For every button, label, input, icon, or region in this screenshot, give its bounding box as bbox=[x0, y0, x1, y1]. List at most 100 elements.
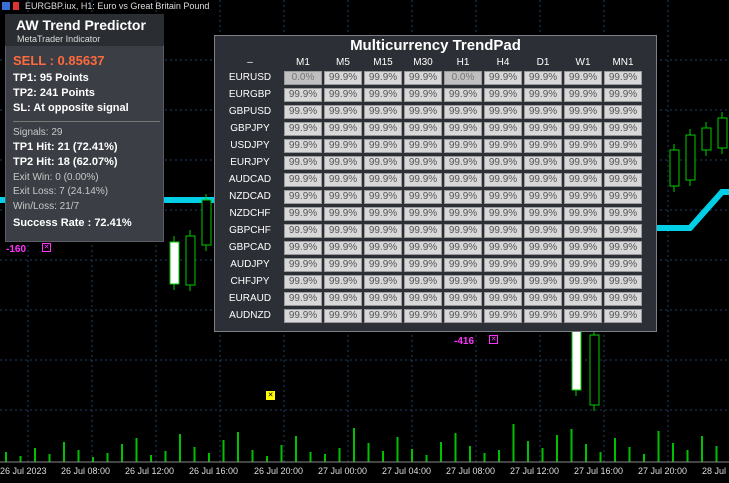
trend-cell[interactable]: 99.9% bbox=[404, 156, 442, 170]
trend-cell[interactable]: 99.9% bbox=[604, 292, 642, 306]
trend-cell[interactable]: 99.9% bbox=[444, 292, 482, 306]
trend-cell[interactable]: 99.9% bbox=[484, 224, 522, 238]
trend-cell[interactable]: 99.9% bbox=[484, 207, 522, 221]
trend-cell[interactable]: 99.9% bbox=[524, 156, 562, 170]
trend-cell[interactable]: 99.9% bbox=[604, 309, 642, 323]
trend-cell[interactable]: 99.9% bbox=[284, 190, 322, 204]
trend-cell[interactable]: 99.9% bbox=[324, 156, 362, 170]
trend-cell[interactable]: 99.9% bbox=[364, 173, 402, 187]
pair-label[interactable]: AUDJPY bbox=[230, 259, 270, 270]
trend-cell[interactable]: 99.9% bbox=[284, 173, 322, 187]
trend-cell[interactable]: 99.9% bbox=[524, 173, 562, 187]
trend-cell[interactable]: 99.9% bbox=[284, 88, 322, 102]
trend-cell[interactable]: 99.9% bbox=[524, 88, 562, 102]
trend-cell[interactable]: 99.9% bbox=[444, 190, 482, 204]
trend-cell[interactable]: 99.9% bbox=[604, 139, 642, 153]
trend-cell[interactable]: 99.9% bbox=[564, 156, 602, 170]
trend-cell[interactable]: 99.9% bbox=[404, 309, 442, 323]
trend-cell[interactable]: 99.9% bbox=[604, 207, 642, 221]
trend-cell[interactable]: 99.9% bbox=[284, 241, 322, 255]
trend-cell[interactable]: 99.9% bbox=[564, 139, 602, 153]
signal-arrow-icon[interactable]: ✕ bbox=[42, 243, 51, 252]
trend-cell[interactable]: 99.9% bbox=[564, 122, 602, 136]
trend-cell[interactable]: 99.9% bbox=[324, 173, 362, 187]
trend-cell[interactable]: 99.9% bbox=[284, 122, 322, 136]
trend-cell[interactable]: 99.9% bbox=[484, 173, 522, 187]
trend-cell[interactable]: 99.9% bbox=[524, 190, 562, 204]
trend-cell[interactable]: 99.9% bbox=[364, 275, 402, 289]
trend-cell[interactable]: 99.9% bbox=[404, 173, 442, 187]
trend-cell[interactable]: 99.9% bbox=[564, 224, 602, 238]
trend-cell[interactable]: 99.9% bbox=[484, 105, 522, 119]
trend-cell[interactable]: 99.9% bbox=[484, 139, 522, 153]
trend-cell[interactable]: 99.9% bbox=[364, 156, 402, 170]
trend-cell[interactable]: 99.9% bbox=[324, 224, 362, 238]
trend-cell[interactable]: 99.9% bbox=[564, 71, 602, 85]
trend-cell[interactable]: 99.9% bbox=[404, 292, 442, 306]
trend-cell[interactable]: 99.9% bbox=[324, 88, 362, 102]
trend-cell[interactable]: 99.9% bbox=[404, 71, 442, 85]
pair-label[interactable]: EURUSD bbox=[228, 72, 272, 83]
trend-cell[interactable]: 99.9% bbox=[364, 71, 402, 85]
trend-cell[interactable]: 99.9% bbox=[484, 122, 522, 136]
trend-cell[interactable]: 99.9% bbox=[484, 309, 522, 323]
trend-cell[interactable]: 99.9% bbox=[604, 241, 642, 255]
signal-arrow-icon[interactable]: ✕ bbox=[489, 335, 498, 344]
trend-cell[interactable]: 99.9% bbox=[404, 88, 442, 102]
trend-cell[interactable]: 99.9% bbox=[324, 292, 362, 306]
pair-label[interactable]: GBPUSD bbox=[228, 106, 272, 117]
trend-cell[interactable]: 99.9% bbox=[444, 207, 482, 221]
trend-cell[interactable]: 99.9% bbox=[484, 156, 522, 170]
trend-cell[interactable]: 99.9% bbox=[604, 156, 642, 170]
trend-cell[interactable]: 99.9% bbox=[604, 275, 642, 289]
pair-label[interactable]: AUDNZD bbox=[229, 310, 271, 321]
trend-cell[interactable]: 99.9% bbox=[524, 241, 562, 255]
trend-cell[interactable]: 99.9% bbox=[524, 207, 562, 221]
trend-cell[interactable]: 99.9% bbox=[444, 122, 482, 136]
pair-label[interactable]: EURJPY bbox=[230, 157, 270, 168]
trend-cell[interactable]: 99.9% bbox=[524, 275, 562, 289]
trend-cell[interactable]: 99.9% bbox=[524, 122, 562, 136]
trend-cell[interactable]: 99.9% bbox=[444, 139, 482, 153]
trend-cell[interactable]: 99.9% bbox=[364, 258, 402, 272]
trend-cell[interactable]: 99.9% bbox=[444, 173, 482, 187]
trend-cell[interactable]: 99.9% bbox=[604, 173, 642, 187]
trend-cell[interactable]: 99.9% bbox=[524, 309, 562, 323]
pair-label[interactable]: NZDCHF bbox=[229, 208, 271, 219]
trend-cell[interactable]: 99.9% bbox=[444, 88, 482, 102]
trend-cell[interactable]: 99.9% bbox=[324, 309, 362, 323]
trend-cell[interactable]: 99.9% bbox=[364, 139, 402, 153]
trend-cell[interactable]: 99.9% bbox=[444, 156, 482, 170]
trend-cell[interactable]: 99.9% bbox=[484, 292, 522, 306]
trend-cell[interactable]: 99.9% bbox=[604, 258, 642, 272]
trend-cell[interactable]: 99.9% bbox=[564, 275, 602, 289]
trend-cell[interactable]: 99.9% bbox=[284, 224, 322, 238]
trend-cell[interactable]: 99.9% bbox=[284, 105, 322, 119]
trade-marker-icon[interactable]: ✕ bbox=[266, 391, 275, 400]
trend-cell[interactable]: 99.9% bbox=[564, 241, 602, 255]
trend-cell[interactable]: 99.9% bbox=[404, 190, 442, 204]
trend-cell[interactable]: 99.9% bbox=[404, 241, 442, 255]
pair-label[interactable]: NZDCAD bbox=[229, 191, 271, 202]
trend-cell[interactable]: 99.9% bbox=[604, 190, 642, 204]
trend-cell[interactable]: 99.9% bbox=[444, 105, 482, 119]
trend-cell[interactable]: 99.9% bbox=[564, 292, 602, 306]
trend-cell[interactable]: 99.9% bbox=[404, 122, 442, 136]
trend-cell[interactable]: 99.9% bbox=[444, 224, 482, 238]
trend-cell[interactable]: 99.9% bbox=[284, 139, 322, 153]
trend-cell[interactable]: 99.9% bbox=[524, 224, 562, 238]
trend-cell[interactable]: 99.9% bbox=[564, 309, 602, 323]
trend-cell[interactable]: 99.9% bbox=[444, 258, 482, 272]
trend-cell[interactable]: 99.9% bbox=[404, 105, 442, 119]
trend-cell[interactable]: 99.9% bbox=[404, 207, 442, 221]
trend-cell[interactable]: 0.0% bbox=[444, 71, 482, 85]
pair-label[interactable]: AUDCAD bbox=[228, 174, 272, 185]
trend-cell[interactable]: 99.9% bbox=[444, 241, 482, 255]
trend-cell[interactable]: 99.9% bbox=[484, 241, 522, 255]
trend-cell[interactable]: 99.9% bbox=[404, 139, 442, 153]
trend-cell[interactable]: 99.9% bbox=[324, 139, 362, 153]
trend-cell[interactable]: 99.9% bbox=[324, 241, 362, 255]
trend-cell[interactable]: 99.9% bbox=[284, 292, 322, 306]
trend-cell[interactable]: 0.0% bbox=[284, 71, 322, 85]
trend-cell[interactable]: 99.9% bbox=[364, 207, 402, 221]
